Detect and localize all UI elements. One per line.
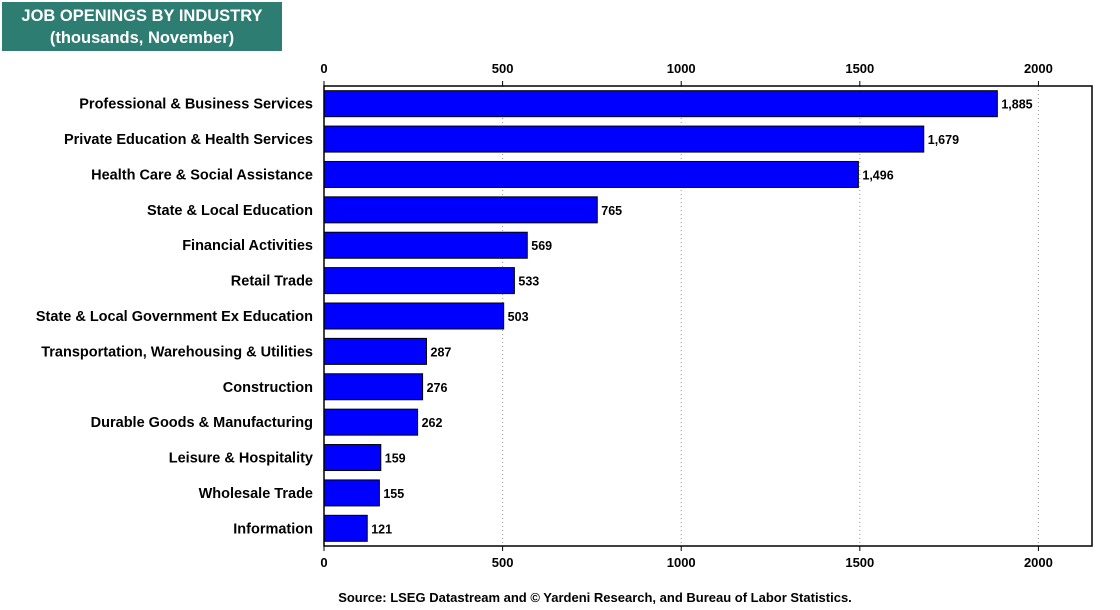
value-label: 1,885 <box>1001 98 1032 112</box>
tick-label-bottom: 2000 <box>1024 555 1053 570</box>
chart-title-box: JOB OPENINGS BY INDUSTRY (thousands, Nov… <box>2 2 282 51</box>
plot-frame <box>323 85 1093 547</box>
value-label: 276 <box>427 381 448 395</box>
value-label: 155 <box>383 487 404 501</box>
category-label: Transportation, Warehousing & Utilities <box>41 344 313 360</box>
source-note: Source: LSEG Datastream and © Yardeni Re… <box>338 590 852 605</box>
value-label: 765 <box>601 204 622 218</box>
category-label: Construction <box>223 380 313 396</box>
category-label: Financial Activities <box>182 238 313 254</box>
value-label: 287 <box>431 345 452 359</box>
tick-label-top: 1500 <box>845 61 874 76</box>
bar <box>323 444 382 472</box>
bar <box>323 196 598 224</box>
bar <box>323 231 528 259</box>
value-label: 533 <box>518 275 539 289</box>
tick-label-top: 1000 <box>667 61 696 76</box>
labels: 0 0 500 500 1000 1000 1500 1500 2000 2000 1,885 Pro… <box>36 61 1053 570</box>
tick-label-bottom: 1500 <box>845 555 874 570</box>
category-label: Retail Trade <box>231 274 313 290</box>
category-label: State & Local Government Ex Education <box>36 309 313 325</box>
bar <box>323 514 368 542</box>
bar <box>323 302 505 330</box>
value-label: 1,496 <box>862 168 893 182</box>
category-label: Leisure & Hospitality <box>169 451 313 467</box>
chart-subtitle: (thousands, November) <box>49 29 235 47</box>
value-label: 262 <box>422 416 443 430</box>
bar <box>323 160 859 188</box>
category-label: Health Care & Social Assistance <box>91 167 313 183</box>
category-label: Professional & Business Services <box>79 97 313 113</box>
value-label: 503 <box>508 310 529 324</box>
bar <box>323 267 515 295</box>
tick-label-top: 500 <box>492 61 514 76</box>
chart-title: JOB OPENINGS BY INDUSTRY <box>21 7 263 25</box>
value-label: 1,679 <box>928 133 959 147</box>
tick-label-top: 0 <box>320 61 327 76</box>
bar <box>323 479 380 507</box>
value-label: 159 <box>385 452 406 466</box>
category-label: Information <box>233 521 313 537</box>
category-label: Durable Goods & Manufacturing <box>91 415 313 431</box>
bar <box>323 125 925 153</box>
tick-label-bottom: 1000 <box>667 555 696 570</box>
bar <box>323 408 419 436</box>
bar <box>323 337 428 365</box>
tick-label-top: 2000 <box>1024 61 1053 76</box>
bar <box>323 373 424 401</box>
category-label: Private Education & Health Services <box>64 132 313 148</box>
category-label: State & Local Education <box>147 203 313 219</box>
tick-label-bottom: 0 <box>320 555 327 570</box>
value-label: 121 <box>371 522 392 536</box>
tick-label-bottom: 500 <box>492 555 514 570</box>
bar <box>323 90 998 118</box>
bar-chart: 0 0 500 500 1000 1000 1500 1500 2000 2000 1,885 Pro… <box>36 61 1093 570</box>
category-label: Wholesale Trade <box>199 486 313 502</box>
bars <box>323 90 998 542</box>
value-label: 569 <box>531 239 552 253</box>
